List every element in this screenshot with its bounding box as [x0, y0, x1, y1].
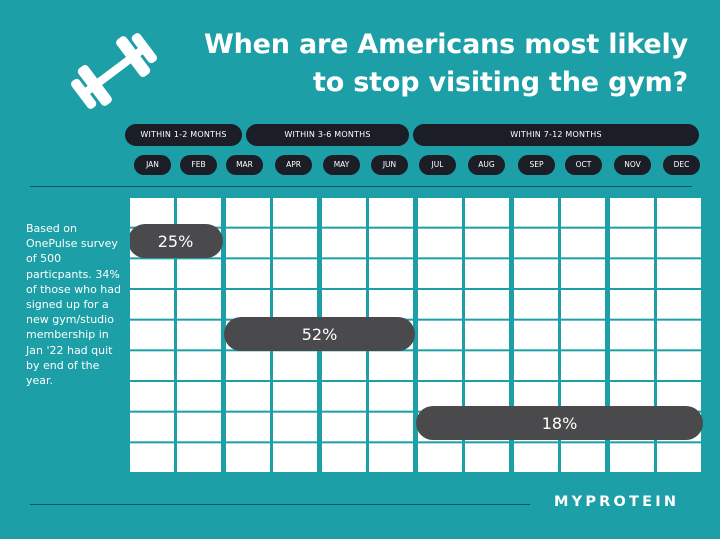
- group-pill-7-12-months: WITHIN 7-12 MONTHS: [413, 124, 699, 146]
- month-may: MAY: [323, 155, 360, 175]
- grid-column-oct: [561, 198, 605, 472]
- divider-bottom: [30, 504, 530, 505]
- month-jan: JAN: [134, 155, 171, 175]
- month-sep: SEP: [518, 155, 555, 175]
- chart-title: When are Americans most likely to stop v…: [204, 29, 688, 98]
- month-nov: NOV: [614, 155, 651, 175]
- grid-column-mar: [226, 198, 270, 472]
- month-mar: MAR: [226, 155, 263, 175]
- month-jul: JUL: [419, 155, 456, 175]
- group-pill-3-6-months: WITHIN 3-6 MONTHS: [246, 124, 409, 146]
- group-pill-1-2-months: WITHIN 1-2 MONTHS: [125, 124, 242, 146]
- chart-grid: 25% 52% 18%: [130, 198, 703, 472]
- month-feb: FEB: [180, 155, 217, 175]
- bar-label: 52%: [302, 325, 338, 344]
- bar-label: 25%: [158, 232, 194, 251]
- bar-jan-feb: 25%: [130, 224, 223, 258]
- bar-mark: [130, 224, 223, 258]
- bar-mark: [416, 406, 703, 440]
- month-jun: JUN: [371, 155, 408, 175]
- bar-label: 18%: [542, 414, 578, 433]
- month-dec: DEC: [663, 155, 700, 175]
- dumbbell-icon: [71, 33, 157, 109]
- survey-note: Based on OnePulse survey of 500 particpa…: [26, 222, 121, 388]
- brand-logo: MYPROTEIN: [554, 494, 680, 510]
- month-aug: AUG: [468, 155, 505, 175]
- month-apr: APR: [275, 155, 312, 175]
- grid-column-may: [322, 198, 366, 472]
- bar-mar-jun: 52%: [224, 317, 415, 351]
- month-oct: OCT: [565, 155, 602, 175]
- grid-column-sep: [514, 198, 558, 472]
- bar-mark: [224, 317, 415, 351]
- divider-top: [30, 186, 692, 187]
- bar-jul-dec: 18%: [416, 406, 703, 440]
